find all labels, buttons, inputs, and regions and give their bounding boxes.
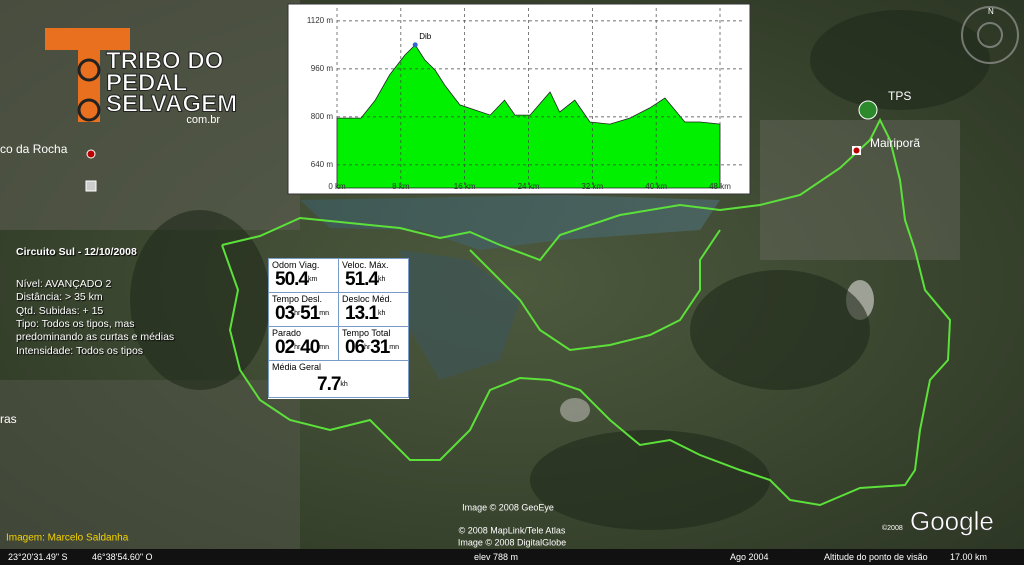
- trip-unit: kh: [340, 381, 348, 389]
- x-tick-label: 32 km: [581, 182, 603, 191]
- trip-unit: hr: [294, 310, 301, 318]
- x-tick-label: 40 km: [645, 182, 667, 191]
- logo-mark: [45, 28, 130, 122]
- trip-unit: mn: [389, 344, 400, 352]
- x-tick-label: 0 km: [328, 182, 346, 191]
- credit: Image © 2008 GeoEye: [462, 502, 554, 512]
- route-info: Intensidade: Todos os tipos: [16, 345, 144, 357]
- trip-number: 06: [345, 337, 365, 358]
- trip-cell: Média Geral 7.7kh: [268, 360, 409, 398]
- trip-label: Tempo Desl.: [272, 294, 323, 304]
- trip-label: Veloc. Máx.: [342, 260, 389, 270]
- status-lat: 23°20'31.49" S: [8, 552, 68, 562]
- trip-cell: Veloc. Máx. 51.4kh: [338, 258, 409, 293]
- place-label: ras: [0, 412, 17, 426]
- trip-value: 51.4kh: [345, 269, 386, 291]
- trip-number: 03: [275, 303, 295, 324]
- trip-number: 51.4: [345, 269, 379, 290]
- status-lon: 46°38'54.60" O: [92, 552, 153, 562]
- trip-cell: Desloc Méd. 13.1kh: [338, 292, 409, 327]
- trip-value: 02hr40mn: [275, 337, 330, 359]
- trip-computer: Odom Viag. 50.4km Veloc. Máx. 51.4kh Tempo D…: [268, 258, 409, 399]
- trip-value: 50.4km: [275, 269, 318, 291]
- place-label: co da Rocha: [0, 142, 68, 156]
- y-tick-label: 1120 m: [307, 16, 333, 25]
- x-tick-label: 8 km: [392, 182, 410, 191]
- status-eye: 17.00 km: [950, 552, 988, 562]
- compass-n: N: [988, 7, 994, 16]
- peak-marker: [412, 42, 418, 48]
- trip-cell: Tempo Total 06hr31mn: [338, 326, 409, 361]
- trip-value: 06hr31mn: [345, 337, 400, 359]
- trip-number: 13.1: [345, 303, 379, 324]
- x-tick-label: 24 km: [518, 182, 540, 191]
- trip-cell: Tempo Desl. 03hr51mn: [268, 292, 339, 327]
- trip-label: Média Geral: [272, 362, 322, 372]
- trip-label: Desloc Méd.: [342, 294, 393, 304]
- route-info: predominando as curtas e médias: [16, 331, 175, 343]
- credit: Image © 2008 DigitalGlobe: [458, 537, 566, 547]
- logo-line: PEDAL: [106, 69, 187, 96]
- credit: © 2008 MapLink/Tele Atlas: [459, 525, 566, 535]
- trip-label: Tempo Total: [342, 328, 391, 338]
- trip-unit: kh: [377, 310, 386, 318]
- y-tick-label: 800 m: [311, 112, 334, 121]
- trip-cell: Parado 02hr40mn: [268, 326, 339, 361]
- logo-line: TRIBO DO: [106, 47, 223, 74]
- trip-unit: mn: [319, 310, 330, 318]
- trip-value: 13.1kh: [345, 303, 386, 325]
- trip-value: 03hr51mn: [275, 303, 330, 325]
- trip-unit: mn: [319, 344, 330, 352]
- trip-number: 40: [300, 337, 320, 358]
- trip-unit: km: [307, 276, 318, 284]
- route-info: Nível: AVANÇADO 2: [16, 278, 112, 290]
- route-title: Circuito Sul - 12/10/2008: [16, 246, 137, 258]
- x-tick-label: 48 km: [709, 182, 731, 191]
- trip-label: Parado: [272, 328, 302, 338]
- trip-label: Odom Viag.: [272, 260, 320, 270]
- credit: ©2008: [882, 524, 903, 532]
- image-credit: Imagem: Marcelo Saldanha: [6, 533, 129, 544]
- google-logo: Google: [910, 506, 994, 536]
- trip-unit: hr: [364, 344, 371, 352]
- trip-cell: Odom Viag. 50.4km: [268, 258, 339, 293]
- logo-domain: com.br: [186, 114, 220, 126]
- trip-unit: hr: [294, 344, 301, 352]
- trip-number: 50.4: [275, 269, 309, 290]
- y-tick-label: 640 m: [311, 160, 334, 169]
- place-label: TPS: [888, 89, 911, 103]
- trip-number: 51: [300, 303, 320, 324]
- trip-number: 02: [275, 337, 295, 358]
- logo-line: SELVAGEM: [106, 90, 237, 117]
- status-elev: elev 788 m: [474, 552, 519, 562]
- place-label: Mairiporã: [870, 136, 920, 150]
- route-info: Tipo: Todos os tipos, mas: [16, 318, 135, 330]
- trip-number: 31: [370, 337, 390, 358]
- status-date: Ago 2004: [730, 552, 769, 562]
- y-tick-label: 960 m: [311, 64, 334, 73]
- trip-unit: kh: [377, 276, 386, 284]
- route-info: Qtd. Subidas: + 15: [16, 305, 104, 317]
- peak-label: Dib: [419, 32, 432, 41]
- route-info: Distância: > 35 km: [16, 291, 103, 303]
- trip-value: 7.7kh: [317, 374, 348, 396]
- x-tick-label: 16 km: [454, 182, 476, 191]
- status-eye-label: Altitude do ponto de visão: [824, 552, 928, 562]
- trip-number: 7.7: [317, 374, 341, 395]
